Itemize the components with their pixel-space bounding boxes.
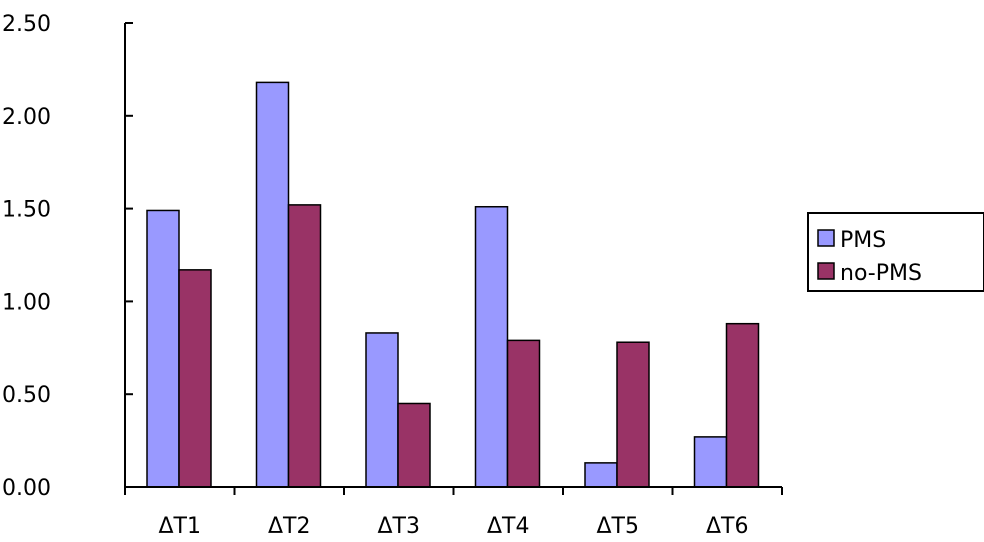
legend-label-no-pms: no-PMS — [840, 261, 922, 286]
bar-pms — [474, 205, 509, 488]
bar-no-pms — [178, 269, 212, 488]
y-tick-label: 0.50 — [2, 383, 51, 408]
legend: PMS no-PMS — [807, 212, 984, 292]
bars-group — [146, 81, 760, 488]
x-tick-label: ΔT1 — [159, 514, 202, 539]
y-ticks-group: 0.00 0.50 1.00 1.50 2.00 2.50 — [2, 12, 133, 501]
bar-no-pms — [616, 341, 650, 488]
y-tick-label: 2.50 — [2, 12, 51, 37]
legend-box — [807, 212, 984, 292]
bar-pms — [584, 462, 618, 488]
bar-no-pms — [725, 322, 760, 488]
legend-item-no-pms: no-PMS — [817, 261, 922, 286]
bar-pms — [146, 209, 180, 488]
x-tick-label: ΔT5 — [597, 514, 640, 539]
x-ticks-group: ΔT1 ΔT2 ΔT3 ΔT4 ΔT5 ΔT6 — [124, 487, 783, 539]
x-tick-label: ΔT4 — [487, 514, 530, 539]
bar-pms — [693, 436, 728, 488]
y-tick-label: 1.50 — [2, 198, 51, 223]
axes-group — [124, 23, 782, 488]
bar-no-pms — [397, 402, 431, 488]
y-tick-label: 1.00 — [2, 290, 51, 315]
y-tick-label: 2.00 — [2, 105, 51, 130]
y-tick-label: 0.00 — [2, 476, 51, 501]
legend-item-pms: PMS — [817, 228, 886, 253]
bar-pms — [365, 332, 399, 488]
x-tick-label: ΔT3 — [378, 514, 421, 539]
legend-swatch-no-pms — [817, 262, 835, 280]
bar-no-pms — [506, 339, 541, 488]
x-tick-label: ΔT6 — [706, 514, 749, 539]
legend-label-pms: PMS — [840, 228, 886, 253]
bar-pms — [255, 81, 290, 488]
legend-swatch-pms — [817, 229, 835, 247]
x-tick-label: ΔT2 — [268, 514, 311, 539]
bar-no-pms — [287, 204, 322, 488]
